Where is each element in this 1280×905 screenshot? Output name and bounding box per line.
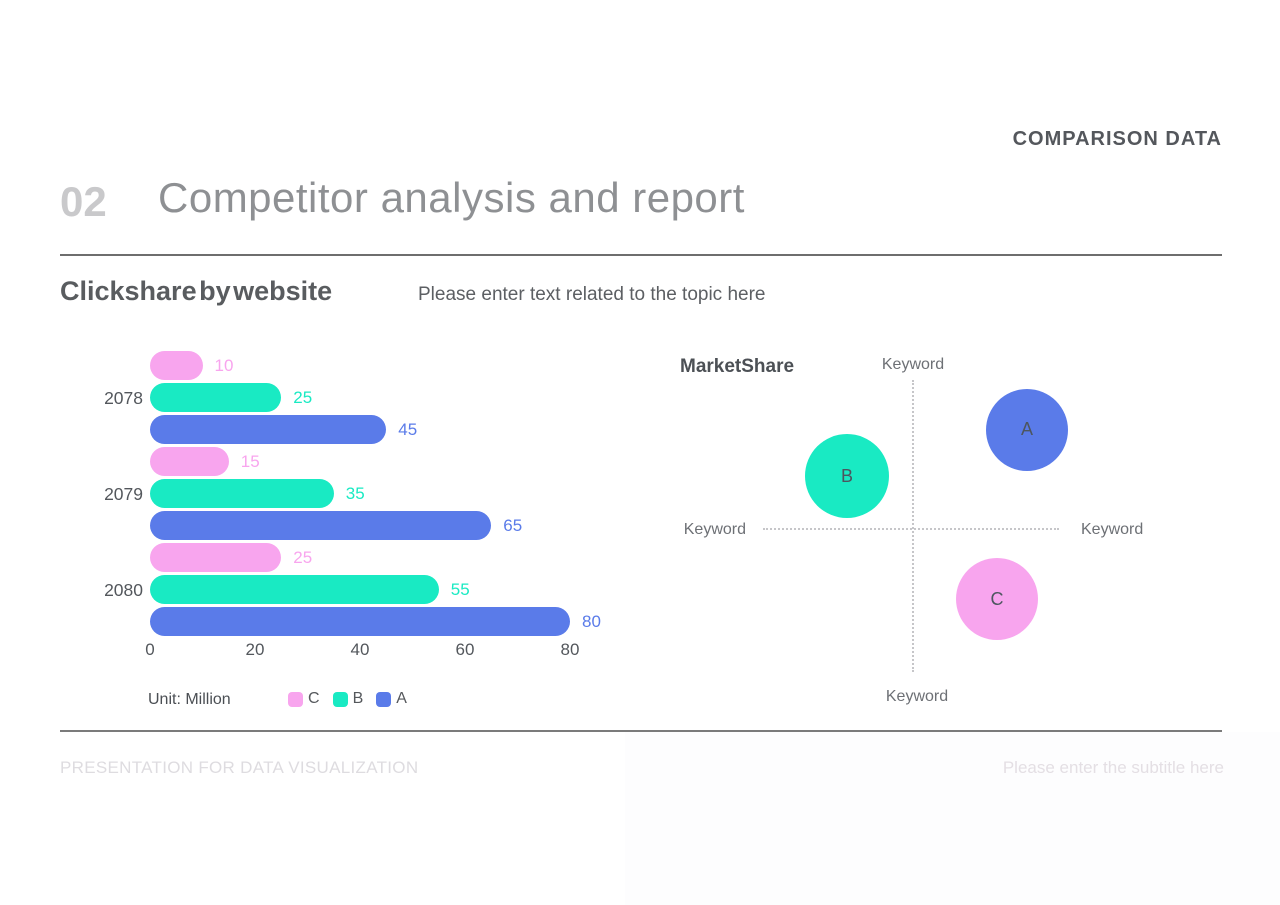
axis-label-right: Keyword xyxy=(1081,521,1144,538)
header-divider xyxy=(60,254,1222,256)
bubble-label: C xyxy=(990,588,1004,609)
legend-item-C: C xyxy=(288,690,320,708)
bubble-label: B xyxy=(840,465,853,486)
bar-B-2079 xyxy=(150,479,334,508)
bar-B-2080 xyxy=(150,575,439,604)
quadrant-horizontal-axis xyxy=(763,528,1059,530)
bar-A-2078 xyxy=(150,415,387,444)
bar-value-label: 25 xyxy=(293,388,313,407)
bar-chart-heading: Clickshare by website xyxy=(60,276,333,306)
bar-value-label: 45 xyxy=(398,420,418,439)
axis-label-bottom: Keyword xyxy=(885,688,949,705)
bar-value-label: 80 xyxy=(582,612,601,631)
x-tick-label: 0 xyxy=(145,640,155,659)
bar-value-label: 10 xyxy=(214,356,234,375)
legend-swatch-icon xyxy=(332,691,348,707)
bar-A-2079 xyxy=(150,511,492,540)
x-tick-label: 60 xyxy=(455,640,475,659)
eyebrow-label: COMPARISON DATA xyxy=(1012,128,1222,150)
bubble-B: B xyxy=(805,434,889,519)
legend-swatch-icon xyxy=(288,691,303,707)
bar-value-label: 15 xyxy=(240,452,260,471)
legend-label: C xyxy=(308,690,320,707)
axis-label-left: Keyword xyxy=(683,521,746,538)
legend-label: B xyxy=(352,690,364,707)
legend-label: A xyxy=(396,690,407,707)
bar-value-label: 25 xyxy=(293,548,313,567)
bar-C-2080 xyxy=(150,543,282,572)
bar-C-2078 xyxy=(150,351,203,380)
bar-C-2079 xyxy=(150,447,229,476)
category-label: 2080 xyxy=(104,580,143,600)
bar-value-label: 55 xyxy=(450,580,470,599)
bar-value-label: 35 xyxy=(345,484,365,503)
bar-chart-subtitle: Please enter text related to the topic h… xyxy=(418,284,766,305)
quadrant-chart-title: MarketShare xyxy=(680,356,795,377)
legend-swatch-icon xyxy=(376,691,392,707)
category-label: 2078 xyxy=(104,388,143,408)
section-number: 02 xyxy=(60,178,107,225)
legend-item-A: A xyxy=(376,690,407,708)
page-title: Competitor analysis and report xyxy=(158,174,745,221)
x-tick-label: 80 xyxy=(560,640,580,659)
background-tint xyxy=(625,732,1280,905)
footer-divider xyxy=(60,730,1222,732)
bubble-C: C xyxy=(956,558,1038,640)
legend-item-B: B xyxy=(332,690,364,708)
unit-label: Unit: Million xyxy=(148,691,231,708)
bar-value-label: 65 xyxy=(503,516,523,535)
bar-B-2078 xyxy=(150,383,282,412)
footer-right-text: Please enter the subtitle here xyxy=(1002,758,1224,777)
bubble-label: A xyxy=(1020,419,1033,440)
x-tick-label: 20 xyxy=(245,640,265,659)
footer-left-text: PRESENTATION FOR DATA VISUALIZATION xyxy=(60,758,419,777)
axis-label-top: Keyword xyxy=(881,356,945,373)
category-label: 2079 xyxy=(104,484,143,504)
quadrant-vertical-axis xyxy=(912,380,914,672)
x-tick-label: 40 xyxy=(350,640,370,659)
bubble-A: A xyxy=(986,388,1068,471)
bar-A-2080 xyxy=(150,607,570,636)
